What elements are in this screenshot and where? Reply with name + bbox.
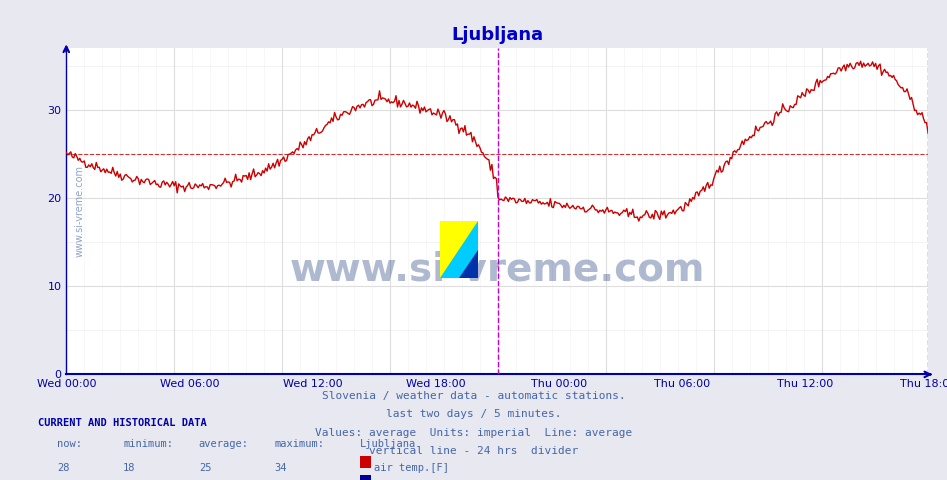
Text: now:: now:: [57, 439, 81, 449]
Text: 25: 25: [199, 463, 211, 473]
Text: 18: 18: [123, 463, 135, 473]
Text: www.si-vreme.com: www.si-vreme.com: [290, 251, 705, 289]
Text: air temp.[F]: air temp.[F]: [374, 463, 449, 473]
Polygon shape: [440, 221, 478, 278]
Text: average:: average:: [199, 439, 249, 449]
Polygon shape: [440, 221, 478, 278]
Text: maximum:: maximum:: [275, 439, 325, 449]
Text: 28: 28: [57, 463, 69, 473]
Text: last two days / 5 minutes.: last two days / 5 minutes.: [385, 409, 562, 420]
Text: Ljubljana: Ljubljana: [360, 439, 416, 449]
Title: Ljubljana: Ljubljana: [451, 25, 544, 44]
Text: Values: average  Units: imperial  Line: average: Values: average Units: imperial Line: av…: [314, 428, 633, 438]
Text: CURRENT AND HISTORICAL DATA: CURRENT AND HISTORICAL DATA: [38, 418, 206, 428]
Text: vertical line - 24 hrs  divider: vertical line - 24 hrs divider: [369, 446, 578, 456]
Text: Slovenia / weather data - automatic stations.: Slovenia / weather data - automatic stat…: [322, 391, 625, 401]
Text: minimum:: minimum:: [123, 439, 173, 449]
Polygon shape: [459, 250, 478, 278]
Text: 34: 34: [275, 463, 287, 473]
Text: www.si-vreme.com: www.si-vreme.com: [75, 165, 85, 257]
